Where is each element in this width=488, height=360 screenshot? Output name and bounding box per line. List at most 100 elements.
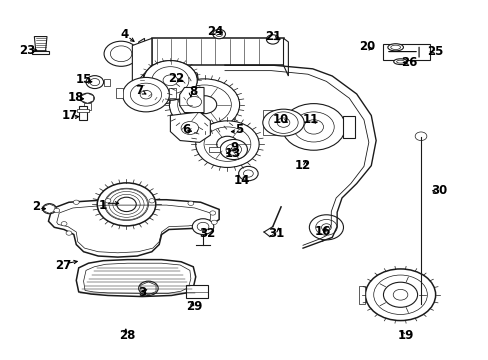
Polygon shape <box>141 282 156 295</box>
Polygon shape <box>209 147 220 152</box>
Circle shape <box>163 75 177 86</box>
Polygon shape <box>358 286 365 304</box>
Text: 26: 26 <box>400 56 417 69</box>
Text: 25: 25 <box>427 45 443 58</box>
Circle shape <box>177 85 231 125</box>
Circle shape <box>238 166 258 181</box>
Circle shape <box>130 83 161 106</box>
Polygon shape <box>139 60 199 104</box>
Circle shape <box>212 30 225 39</box>
Text: 8: 8 <box>189 85 197 98</box>
Text: 19: 19 <box>396 329 413 342</box>
Text: 29: 29 <box>186 300 203 313</box>
Text: 15: 15 <box>75 73 92 86</box>
Bar <box>383 44 429 60</box>
Text: 3: 3 <box>138 287 146 300</box>
Circle shape <box>104 41 138 66</box>
Circle shape <box>105 199 111 203</box>
Circle shape <box>211 220 217 225</box>
Circle shape <box>195 121 259 167</box>
Circle shape <box>282 104 345 150</box>
Circle shape <box>61 222 67 226</box>
Text: 1: 1 <box>99 199 107 212</box>
Text: 16: 16 <box>314 225 330 238</box>
Circle shape <box>365 269 435 320</box>
Text: 31: 31 <box>267 226 284 239</box>
Circle shape <box>203 127 250 161</box>
Circle shape <box>42 204 56 214</box>
Text: 21: 21 <box>264 30 280 43</box>
Text: 10: 10 <box>272 113 288 126</box>
Polygon shape <box>32 51 49 54</box>
Circle shape <box>54 208 60 213</box>
Text: 24: 24 <box>206 25 223 38</box>
Circle shape <box>192 96 216 114</box>
Text: 28: 28 <box>119 329 135 342</box>
Ellipse shape <box>262 109 304 136</box>
Circle shape <box>149 199 155 203</box>
Circle shape <box>66 231 72 235</box>
Circle shape <box>186 96 201 107</box>
Text: 27: 27 <box>55 259 71 272</box>
Polygon shape <box>81 93 93 103</box>
Circle shape <box>143 60 197 100</box>
Ellipse shape <box>387 44 403 51</box>
Circle shape <box>181 122 198 134</box>
Polygon shape <box>48 200 219 257</box>
Circle shape <box>169 79 239 131</box>
Polygon shape <box>44 204 55 213</box>
Circle shape <box>192 219 213 234</box>
Polygon shape <box>170 112 210 142</box>
Text: 30: 30 <box>430 184 447 197</box>
Circle shape <box>143 60 197 100</box>
Circle shape <box>266 35 279 44</box>
Text: 4: 4 <box>121 28 129 41</box>
Polygon shape <box>132 39 152 87</box>
Text: 9: 9 <box>230 141 238 154</box>
Text: 6: 6 <box>182 123 190 136</box>
Circle shape <box>163 75 177 86</box>
Polygon shape <box>79 106 87 120</box>
Circle shape <box>414 132 426 140</box>
Text: 20: 20 <box>359 40 375 53</box>
Circle shape <box>216 136 238 152</box>
Text: 14: 14 <box>233 174 250 186</box>
Circle shape <box>209 211 215 215</box>
Circle shape <box>187 201 193 206</box>
Polygon shape <box>34 37 47 51</box>
Ellipse shape <box>393 59 407 64</box>
Circle shape <box>104 188 148 221</box>
Bar <box>152 39 283 65</box>
Text: 12: 12 <box>294 159 310 172</box>
Polygon shape <box>77 109 89 112</box>
Text: 11: 11 <box>302 113 318 126</box>
Polygon shape <box>179 87 203 113</box>
Circle shape <box>73 200 79 204</box>
Text: 7: 7 <box>135 84 143 97</box>
Circle shape <box>81 93 94 103</box>
Circle shape <box>97 183 156 226</box>
Polygon shape <box>139 39 144 69</box>
Text: 18: 18 <box>68 91 84 104</box>
Polygon shape <box>139 51 147 56</box>
Circle shape <box>122 77 169 112</box>
Circle shape <box>86 76 103 89</box>
Circle shape <box>383 282 417 307</box>
Bar <box>185 285 207 298</box>
Text: 32: 32 <box>199 227 215 240</box>
Text: 5: 5 <box>235 123 243 136</box>
Polygon shape <box>283 39 288 76</box>
Circle shape <box>373 275 427 315</box>
Circle shape <box>268 112 298 134</box>
Polygon shape <box>116 88 122 98</box>
Text: 13: 13 <box>224 147 241 159</box>
Text: 2: 2 <box>32 201 41 213</box>
Circle shape <box>220 139 247 159</box>
Polygon shape <box>169 88 176 98</box>
Polygon shape <box>103 78 110 86</box>
Polygon shape <box>263 110 304 135</box>
Text: 23: 23 <box>20 44 36 57</box>
Polygon shape <box>342 116 354 138</box>
Circle shape <box>293 112 333 142</box>
Text: 17: 17 <box>61 109 78 122</box>
